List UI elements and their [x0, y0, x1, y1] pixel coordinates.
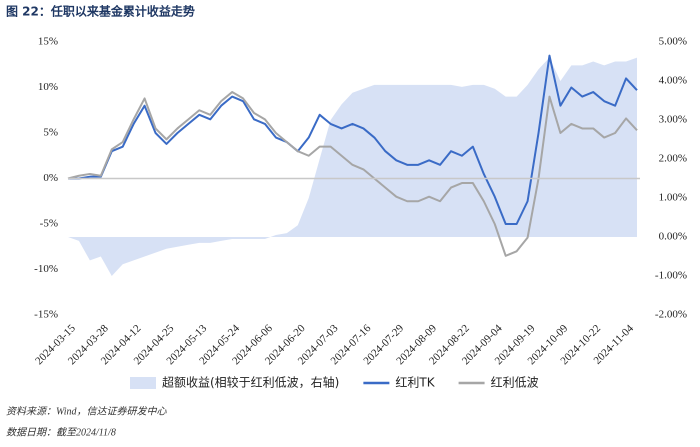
y2-tick-label: -2.00% — [655, 309, 687, 321]
y-tick-label: 5% — [43, 127, 58, 139]
legend-label: 红利TK — [395, 375, 435, 390]
y-tick-label: 15% — [38, 36, 58, 48]
y-tick-label: 0% — [43, 172, 58, 184]
area — [68, 57, 637, 276]
y2-tick-label: 0.00% — [659, 231, 687, 243]
y-tick-label: -10% — [34, 263, 58, 275]
y-tick-label: -5% — [40, 218, 58, 230]
y2-tick-label: 4.00% — [659, 75, 687, 87]
date-note: 数据日期：截至2024/11/8 — [6, 426, 116, 438]
y-tick-label: -15% — [34, 309, 58, 321]
legend-label: 超额收益(相较于红利低波，右轴) — [162, 375, 339, 390]
y2-tick-label: 1.00% — [659, 192, 687, 204]
y2-tick-label: -1.00% — [655, 270, 687, 282]
legend-swatch — [130, 377, 156, 389]
line — [67, 91, 638, 257]
legend-label: 红利低波 — [491, 375, 539, 390]
y2-tick-label: 3.00% — [659, 114, 687, 126]
y2-tick-label: 2.00% — [659, 153, 687, 165]
source-note: 资料来源：Wind，信达证券研发中心 — [6, 405, 168, 417]
line — [68, 54, 638, 225]
y-tick-label: 10% — [38, 81, 58, 93]
chart-title: 图 22：任职以来基金累计收益走势 — [6, 4, 195, 19]
y2-tick-label: 5.00% — [659, 36, 687, 48]
